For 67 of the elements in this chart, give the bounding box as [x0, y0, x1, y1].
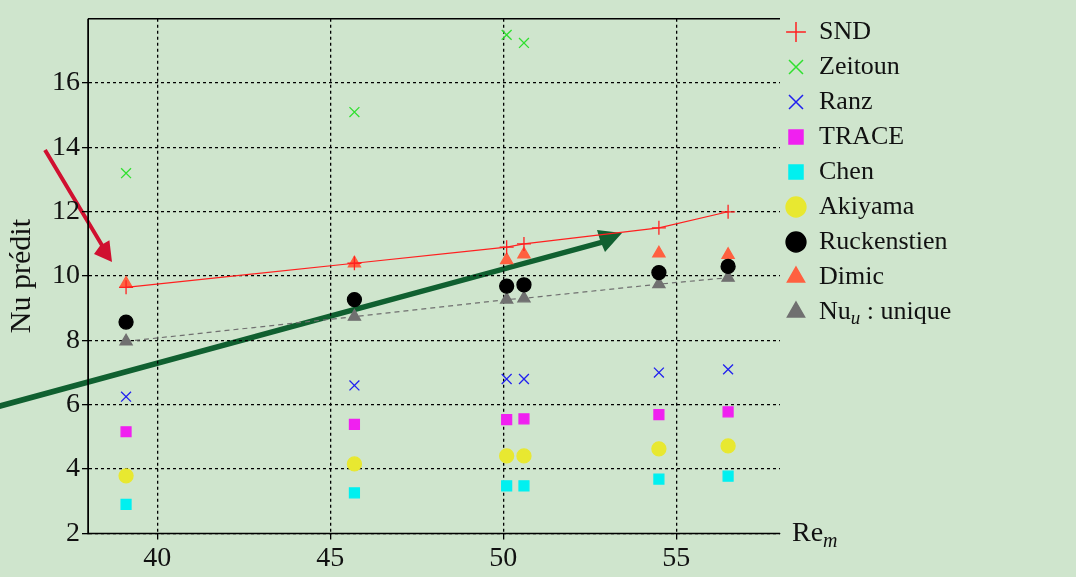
legend-label: Zeitoun — [819, 50, 900, 80]
point — [653, 473, 665, 485]
point — [346, 456, 363, 472]
point — [518, 373, 530, 385]
legend-label: TRACE — [819, 120, 905, 150]
point — [653, 409, 665, 421]
y-tick-label: 14 — [52, 129, 80, 161]
point — [653, 366, 665, 379]
y-tick-label: 8 — [66, 322, 80, 354]
point — [499, 291, 514, 304]
x-tick-label: 40 — [143, 540, 172, 572]
point — [652, 245, 666, 258]
point — [348, 106, 361, 118]
y-tick-label: 4 — [66, 451, 80, 483]
point — [348, 487, 361, 499]
y-axis-title: Nu prédit — [2, 218, 36, 334]
x-tick-label: 55 — [662, 540, 691, 572]
point — [651, 220, 667, 236]
x-tick-label: 50 — [489, 540, 518, 572]
point — [722, 406, 734, 418]
point — [651, 441, 667, 457]
point — [499, 239, 515, 255]
point — [120, 167, 132, 179]
point — [516, 236, 532, 252]
point — [516, 448, 532, 464]
point — [501, 29, 513, 41]
point — [348, 418, 361, 430]
point — [651, 264, 667, 281]
legend-label: Ranz — [819, 85, 873, 115]
point — [722, 363, 734, 375]
point — [721, 247, 735, 260]
legend-label: Dimic — [819, 260, 884, 290]
point — [499, 278, 515, 294]
point — [518, 413, 530, 425]
point — [720, 204, 736, 220]
y-tick-label: 10 — [52, 258, 80, 290]
point — [516, 277, 532, 293]
point — [347, 308, 362, 321]
point — [501, 373, 513, 385]
y-tick-label: 12 — [52, 194, 80, 226]
point — [118, 279, 134, 296]
point — [518, 480, 530, 492]
point — [499, 448, 515, 464]
point — [720, 258, 736, 275]
point — [118, 468, 134, 484]
point — [120, 426, 132, 438]
point — [120, 391, 132, 403]
point — [118, 314, 134, 330]
point — [501, 413, 513, 426]
legend-label: Akiyama — [819, 190, 915, 220]
point — [517, 290, 531, 303]
y-tick-label: 6 — [66, 387, 80, 419]
point — [720, 438, 736, 454]
y-tick-label: 16 — [52, 65, 80, 97]
point — [501, 480, 513, 492]
x-tick-label: 45 — [316, 540, 345, 572]
point — [722, 470, 734, 482]
point — [348, 379, 361, 392]
legend-label: Chen — [819, 155, 874, 185]
point — [499, 252, 514, 265]
legend-label: Ruckenstien — [819, 225, 948, 255]
point — [346, 291, 363, 308]
point — [120, 498, 132, 511]
legend-label: SND — [819, 15, 872, 45]
y-tick-label: 2 — [66, 515, 80, 547]
point — [518, 37, 530, 49]
point — [119, 333, 133, 346]
